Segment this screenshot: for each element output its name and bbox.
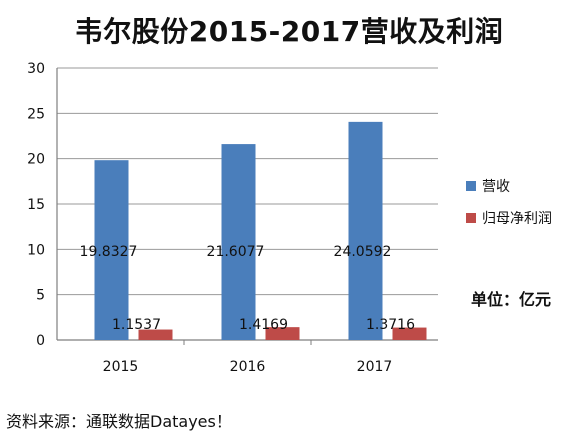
y-tick-label: 20 [27,152,45,168]
net-profit-data-label-2015: 1.1537 [112,317,161,333]
y-tick-label: 30 [27,61,45,77]
revenue-data-label-2015: 19.8327 [80,244,138,260]
chart-title: 韦尔股份2015-2017营收及利润 [74,15,504,48]
revenue-bar-2017 [348,121,383,340]
net-profit-bar-2017 [392,327,427,340]
tick-labels: 0 5 10 15 20 25 30 2015 2016 2017 [27,61,392,375]
legend-label-revenue: 营收 [482,179,510,195]
net-profit-data-label-2017: 1.3716 [366,317,415,333]
net-profit-data-label-2016: 1.4169 [239,317,288,333]
legend-label-net-profit: 归母净利润 [482,211,552,227]
revenue-data-label-2016: 21.6077 [207,244,265,260]
revenue-bar-2016 [221,144,256,340]
unit-label: 单位：亿元 [471,290,552,309]
legend-swatch-revenue [466,181,476,191]
y-tick-label: 5 [36,288,45,304]
x-tick-label: 2017 [357,359,393,375]
net-profit-bar-2015 [138,329,173,340]
net-profit-bar-2016 [265,327,300,340]
x-tick-label: 2016 [230,359,266,375]
chart-axes [56,68,312,345]
legend-item-revenue: 营收 [466,176,552,196]
legend: 营收 归母净利润 [466,176,552,240]
data-labels: 19.8327 1.1537 21.6077 1.4169 24.0592 1.3716 [80,244,416,333]
bar-marks [94,121,427,340]
y-tick-label: 0 [36,333,45,349]
y-tick-label: 10 [27,242,45,258]
source-label: 资料来源：通联数据Datayes！ [6,412,232,431]
revenue-data-label-2017: 24.0592 [334,244,392,260]
legend-swatch-net-profit [466,213,476,223]
x-tick-label: 2015 [103,359,139,375]
revenue-bar-2015 [94,160,129,340]
legend-item-net-profit: 归母净利润 [466,208,552,228]
y-tick-label: 25 [27,106,45,122]
y-tick-label: 15 [27,197,45,213]
